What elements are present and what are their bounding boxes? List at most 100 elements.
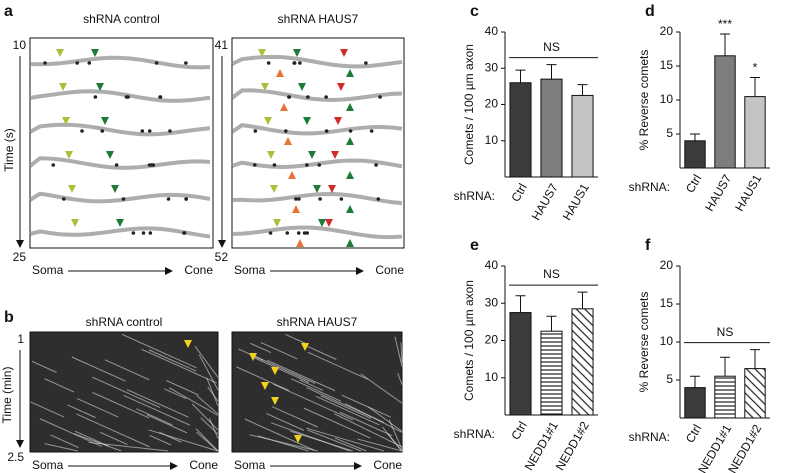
arrowhead-marker — [62, 117, 70, 125]
comet — [168, 129, 172, 133]
arrowhead-marker — [346, 205, 354, 213]
significance-label: * — [753, 61, 758, 75]
time-end: 52 — [215, 250, 229, 264]
time-axis-label: Time (min) — [0, 367, 14, 424]
time-start: 10 — [13, 38, 27, 52]
error-bar — [720, 33, 730, 56]
panel-label: b — [4, 309, 14, 326]
axon-trace — [230, 123, 403, 136]
comet — [131, 231, 136, 235]
kymograph-streak — [88, 441, 169, 452]
cone-label: Cone — [373, 458, 402, 472]
kymograph-streak — [320, 395, 372, 419]
cone-label: Cone — [189, 458, 218, 472]
comet — [166, 197, 171, 201]
image-title: shRNA HAUS7 — [277, 315, 358, 329]
arrowhead-marker — [318, 219, 326, 227]
kymograph-streak — [357, 438, 403, 452]
arrowhead-marker — [346, 171, 354, 179]
error-bar — [750, 349, 760, 369]
kymograph-streak — [400, 342, 403, 363]
y-tick-label: 10 — [660, 92, 674, 106]
panel-label: e — [470, 237, 479, 254]
arrowhead-marker — [267, 151, 275, 159]
kymograph-streak — [266, 359, 336, 392]
kymograph-streak — [252, 356, 310, 383]
arrowhead-marker — [294, 435, 302, 443]
kymograph-streak — [104, 359, 150, 381]
arrowhead-marker — [284, 137, 292, 145]
y-axis-label: % Reverse comets — [637, 292, 651, 393]
arrowhead-marker — [308, 151, 316, 159]
bar — [509, 312, 532, 416]
arrowhead-marker — [346, 239, 354, 247]
bar — [714, 375, 736, 419]
comet — [266, 61, 271, 65]
kymograph-streak — [71, 356, 126, 382]
arrowhead-marker — [96, 83, 104, 91]
kymograph-streak — [299, 379, 324, 391]
panel-label: c — [470, 3, 479, 20]
comet — [184, 197, 189, 201]
x-tick-label: HAUS7 — [702, 172, 734, 214]
error-bar — [750, 77, 760, 97]
bar — [714, 55, 736, 169]
y-tick-label: 40 — [485, 258, 499, 272]
comet — [297, 197, 301, 201]
y-tick-label: 20 — [485, 97, 499, 111]
kymograph-streak — [381, 426, 403, 452]
arrowhead-marker — [346, 69, 354, 77]
comet — [126, 95, 130, 99]
kymograph-streak — [273, 383, 354, 421]
comet — [324, 129, 329, 133]
kymograph-streak — [73, 433, 122, 452]
error-bar — [577, 84, 588, 96]
comet — [147, 163, 152, 167]
error-bar — [515, 69, 526, 83]
comet — [252, 163, 257, 167]
kymograph-streak — [126, 389, 189, 418]
comet — [147, 129, 152, 133]
arrowhead-marker — [261, 83, 269, 91]
comet — [268, 231, 273, 235]
kymograph-streak — [164, 388, 187, 400]
x-tick-label: HAUS7 — [529, 181, 561, 223]
x-axis-label: shRNA: — [629, 180, 670, 194]
kymograph-streak — [195, 428, 219, 452]
x-axis-label: shRNA: — [629, 430, 670, 444]
y-tick-label: 5 — [666, 126, 673, 140]
arrowhead-marker — [325, 219, 333, 227]
comet — [140, 129, 145, 133]
arrowhead-marker — [280, 103, 288, 111]
comet — [305, 163, 309, 167]
panel-label: d — [645, 3, 655, 20]
bar — [744, 368, 766, 419]
arrowhead-marker — [273, 219, 281, 227]
significance-label: *** — [718, 17, 732, 31]
arrowhead-marker — [116, 219, 124, 227]
comet — [121, 197, 126, 201]
axon-trace — [231, 158, 403, 169]
kymograph-streak — [266, 413, 305, 431]
annotation: NS — [543, 267, 560, 281]
arrowhead-marker — [346, 137, 354, 145]
kymograph-streak — [260, 342, 298, 360]
comet — [317, 163, 322, 167]
arrowhead-marker — [313, 185, 321, 193]
kymograph-streak — [208, 417, 219, 439]
error-bar — [546, 64, 557, 80]
bar — [540, 330, 563, 416]
soma-label: Soma — [234, 458, 266, 472]
comet — [298, 61, 302, 65]
comet — [302, 231, 307, 235]
arrowhead-marker — [334, 117, 342, 125]
kymograph-streak — [123, 394, 191, 426]
soma-label: Soma — [32, 458, 64, 472]
arrowhead-marker — [303, 117, 311, 125]
y-tick-label: 5 — [666, 372, 673, 386]
kymograph-streak — [100, 431, 128, 446]
soma-label: Soma — [234, 263, 266, 277]
kymograph-streak — [271, 406, 319, 428]
x-tick-label: Ctrl — [683, 422, 704, 445]
comet — [378, 95, 382, 99]
